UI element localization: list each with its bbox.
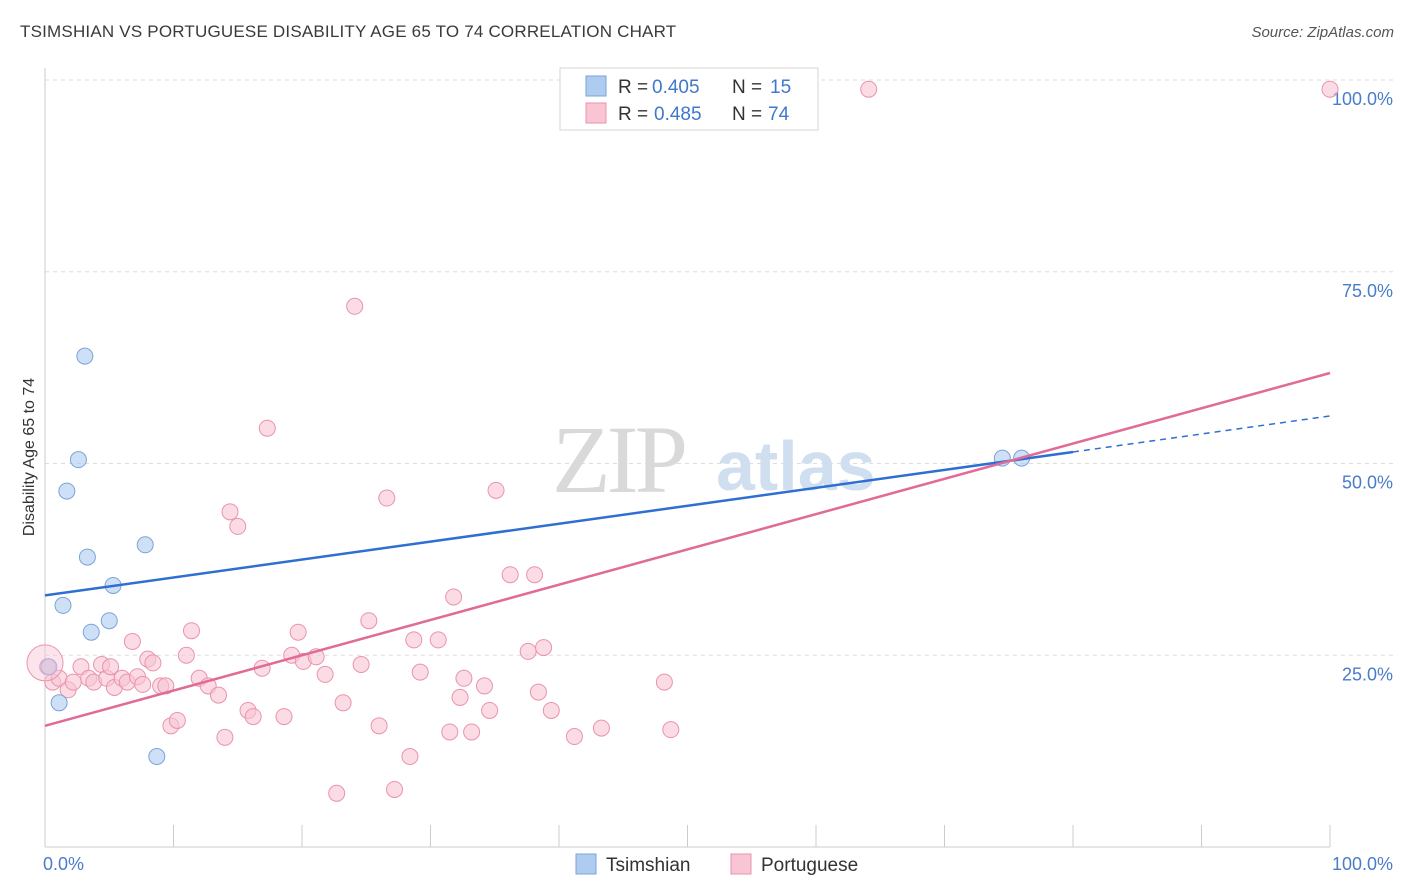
- portuguese-point: [229, 517, 247, 535]
- tsimshian-point: [50, 694, 68, 712]
- portuguese-point: [1321, 80, 1339, 98]
- portuguese-point: [535, 639, 553, 657]
- portuguese-point: [244, 708, 262, 726]
- portuguese-point: [655, 673, 673, 691]
- portuguese-point: [182, 622, 200, 640]
- legend-n-label: N =: [732, 104, 762, 125]
- portuguese-point: [177, 646, 195, 664]
- chart-title: TSIMSHIAN VS PORTUGUESE DISABILITY AGE 6…: [20, 22, 677, 41]
- portuguese-point: [209, 686, 227, 704]
- legend-r-label: R =: [618, 104, 648, 125]
- portuguese-point: [487, 481, 505, 499]
- legend-r-value: 0.485: [654, 104, 702, 125]
- portuguese-point: [526, 566, 544, 584]
- portuguese-point: [334, 694, 352, 712]
- portuguese-point: [134, 675, 152, 693]
- tsimshian-point: [136, 536, 154, 554]
- portuguese-point: [401, 747, 419, 765]
- y-axis-title-group: Disability Age 65 to 74: [21, 378, 38, 536]
- data-points: [26, 80, 1339, 802]
- portuguese-point: [352, 655, 370, 673]
- legend-r-label: R =: [618, 77, 648, 98]
- portuguese-point: [501, 566, 519, 584]
- tick-labels: 100.0% 75.0% 50.0% 25.0% 0.0% 100.0%: [43, 89, 1393, 874]
- watermark-atlas: atlas: [716, 427, 876, 505]
- portuguese-point: [445, 588, 463, 606]
- y-tick-label: 75.0%: [1342, 281, 1393, 301]
- portuguese-point: [275, 708, 293, 726]
- portuguese-point: [475, 677, 493, 695]
- portuguese-point: [378, 489, 396, 507]
- y-tick-label: 100.0%: [1332, 89, 1393, 109]
- tsimshian-point: [100, 612, 118, 630]
- tsimshian-point: [148, 747, 166, 765]
- trend-lines: [44, 371, 1331, 728]
- axes: [44, 68, 1331, 848]
- portuguese-point: [64, 673, 82, 691]
- portuguese-point: [519, 642, 537, 660]
- source-label: Source: ZipAtlas.com: [1251, 24, 1394, 41]
- portuguese-point: [316, 665, 334, 683]
- legend-r-value: 0.405: [652, 77, 700, 98]
- portuguese-point: [592, 719, 610, 737]
- portuguese-point: [411, 663, 429, 681]
- portuguese-point: [289, 623, 307, 641]
- portuguese-point: [565, 728, 583, 746]
- legend-n-value: 15: [770, 77, 791, 98]
- bottom-legend-swatch-tsimshian: [575, 853, 597, 875]
- legend-n-value: 74: [768, 104, 790, 125]
- x-tick-label: 0.0%: [43, 854, 84, 874]
- watermark-zip: ZIP: [552, 406, 685, 513]
- y-axis-title: Disability Age 65 to 74: [21, 378, 38, 536]
- portuguese-point: [221, 503, 239, 521]
- tsimshian-point: [54, 596, 72, 614]
- portuguese-point: [346, 297, 364, 315]
- portuguese-point: [144, 654, 162, 672]
- portuguese-point: [328, 784, 346, 802]
- portuguese-point: [662, 721, 680, 739]
- watermark: ZIP atlas: [552, 406, 876, 513]
- bottom-legend-label-portuguese: Portuguese: [761, 855, 858, 876]
- portuguese-point: [405, 631, 423, 649]
- portuguese-point: [542, 701, 560, 719]
- x-tick-label: 100.0%: [1332, 854, 1393, 874]
- portuguese-trend-line: [44, 371, 1331, 728]
- portuguese-point: [360, 612, 378, 630]
- tsimshian-trend-line: [44, 450, 1074, 597]
- portuguese-point: [123, 632, 141, 650]
- legend-swatch-tsimshian: [585, 75, 607, 97]
- portuguese-point: [216, 728, 234, 746]
- tsimshian-point: [76, 347, 94, 365]
- portuguese-point: [463, 723, 481, 741]
- bottom-legend-label-tsimshian: Tsimshian: [606, 855, 690, 876]
- portuguese-point: [860, 80, 878, 98]
- legend-box: R = 0.405 N = 15 R = 0.485 N = 74: [559, 67, 819, 131]
- portuguese-point: [451, 688, 469, 706]
- portuguese-point: [102, 658, 120, 676]
- portuguese-point: [429, 631, 447, 649]
- y-tick-label: 50.0%: [1342, 473, 1393, 493]
- portuguese-point: [370, 717, 388, 735]
- portuguese-point: [386, 780, 404, 798]
- bottom-legend-swatch-portuguese: [730, 853, 752, 875]
- legend-swatch-portuguese: [585, 102, 607, 124]
- tsimshian-point: [78, 548, 96, 566]
- tsimshian-point: [69, 451, 87, 469]
- tsimshian-point: [58, 482, 76, 500]
- portuguese-point: [529, 683, 547, 701]
- portuguese-point: [258, 419, 276, 437]
- y-tick-label: 25.0%: [1342, 664, 1393, 684]
- tsimshian-point: [40, 658, 58, 676]
- portuguese-point: [481, 701, 499, 719]
- portuguese-point: [26, 644, 64, 682]
- portuguese-point: [455, 669, 473, 687]
- grid-lines: [45, 79, 1394, 656]
- portuguese-point: [168, 711, 186, 729]
- portuguese-point: [441, 723, 459, 741]
- legend-n-label: N =: [732, 77, 762, 98]
- tsimshian-point: [82, 623, 100, 641]
- bottom-legend: Tsimshian Portuguese: [575, 853, 858, 876]
